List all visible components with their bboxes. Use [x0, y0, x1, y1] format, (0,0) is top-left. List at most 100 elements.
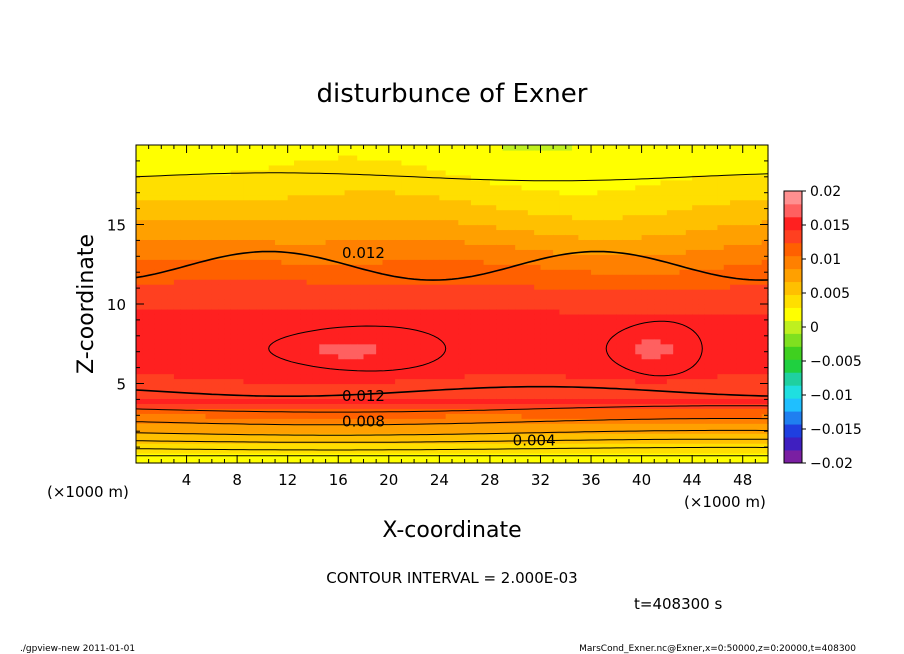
field-cell [331, 388, 339, 395]
field-cell [616, 388, 624, 395]
field-cell [433, 304, 440, 310]
field-cell [294, 224, 301, 231]
field-cell [148, 204, 156, 211]
field-cell [464, 204, 472, 211]
field-cell [312, 418, 320, 424]
field-cell [603, 159, 611, 166]
field-cell [319, 408, 327, 414]
field-cell [192, 214, 200, 221]
field-cell [426, 398, 434, 404]
field-cell [616, 209, 624, 216]
field-cell [572, 179, 579, 186]
field-cell [458, 328, 466, 335]
field-cell [597, 264, 605, 270]
field-cell [534, 318, 542, 325]
field-cell [306, 209, 314, 216]
field-cell [142, 363, 150, 370]
field-cell [249, 244, 257, 250]
field-cell [458, 358, 466, 365]
field-cell [243, 428, 251, 434]
field-cell [591, 348, 598, 355]
field-cell [256, 284, 263, 290]
field-cell [325, 169, 333, 176]
field-cell [534, 378, 542, 385]
field-cell [192, 149, 200, 156]
field-cell [275, 443, 282, 449]
field-cell [294, 323, 301, 330]
field-cell [382, 433, 390, 439]
field-cell [546, 239, 554, 245]
field-cell [142, 289, 150, 295]
field-cell [622, 363, 630, 370]
field-cell [616, 244, 624, 250]
field-cell [230, 343, 238, 350]
field-cell [211, 274, 219, 280]
field-cell [452, 229, 459, 236]
field-cell [584, 179, 592, 186]
field-cell [218, 448, 226, 454]
field-cell [521, 388, 529, 395]
field-cell [161, 299, 169, 305]
field-cell [331, 408, 339, 414]
field-cell [540, 353, 548, 360]
field-cell [357, 333, 365, 340]
field-cell [464, 299, 472, 305]
field-cell [420, 224, 428, 231]
field-cell [154, 433, 162, 439]
field-cell [167, 174, 175, 181]
field-cell [420, 398, 428, 404]
field-cell [268, 368, 276, 375]
field-cell [192, 209, 200, 216]
field-cell [508, 145, 516, 151]
field-cell [407, 224, 415, 231]
field-cell [294, 214, 301, 221]
field-cell [382, 403, 390, 409]
field-cell [388, 443, 396, 449]
field-cell [433, 145, 440, 151]
field-cell [578, 333, 586, 340]
field-cell [256, 269, 263, 275]
field-cell [470, 164, 478, 171]
field-cell [243, 259, 251, 265]
field-cell [616, 229, 624, 236]
field-cell [294, 403, 301, 409]
field-cell [420, 154, 428, 161]
field-cell [534, 199, 542, 206]
field-cell [433, 363, 440, 370]
field-cell [192, 398, 200, 404]
field-cell [433, 289, 440, 295]
field-cell [616, 184, 624, 191]
field-cell [142, 338, 150, 345]
field-cell [445, 184, 453, 191]
field-cell [344, 239, 352, 245]
field-cell [616, 264, 624, 270]
field-cell [369, 214, 377, 221]
field-cell [395, 348, 403, 355]
field-cell [464, 343, 472, 350]
field-cell [610, 294, 617, 300]
field-cell [230, 214, 238, 221]
field-cell [496, 269, 504, 275]
field-cell [262, 304, 270, 310]
field-cell [508, 363, 516, 370]
field-cell [275, 433, 282, 439]
field-cell [224, 229, 232, 236]
field-cell [470, 194, 478, 201]
field-cell [325, 308, 333, 315]
field-cell [136, 433, 143, 439]
field-cell [470, 204, 478, 211]
field-cell [331, 343, 339, 350]
field-cell [496, 254, 504, 260]
field-cell [186, 229, 194, 236]
field-cell [622, 313, 630, 320]
field-cell [319, 179, 327, 186]
field-cell [489, 199, 497, 206]
field-cell [312, 308, 320, 315]
field-cell [211, 194, 219, 201]
field-cell [319, 313, 327, 320]
field-cell [199, 413, 207, 419]
field-cell [553, 373, 561, 380]
field-cell [205, 458, 213, 464]
field-cell [414, 378, 421, 385]
field-cell [262, 264, 270, 270]
